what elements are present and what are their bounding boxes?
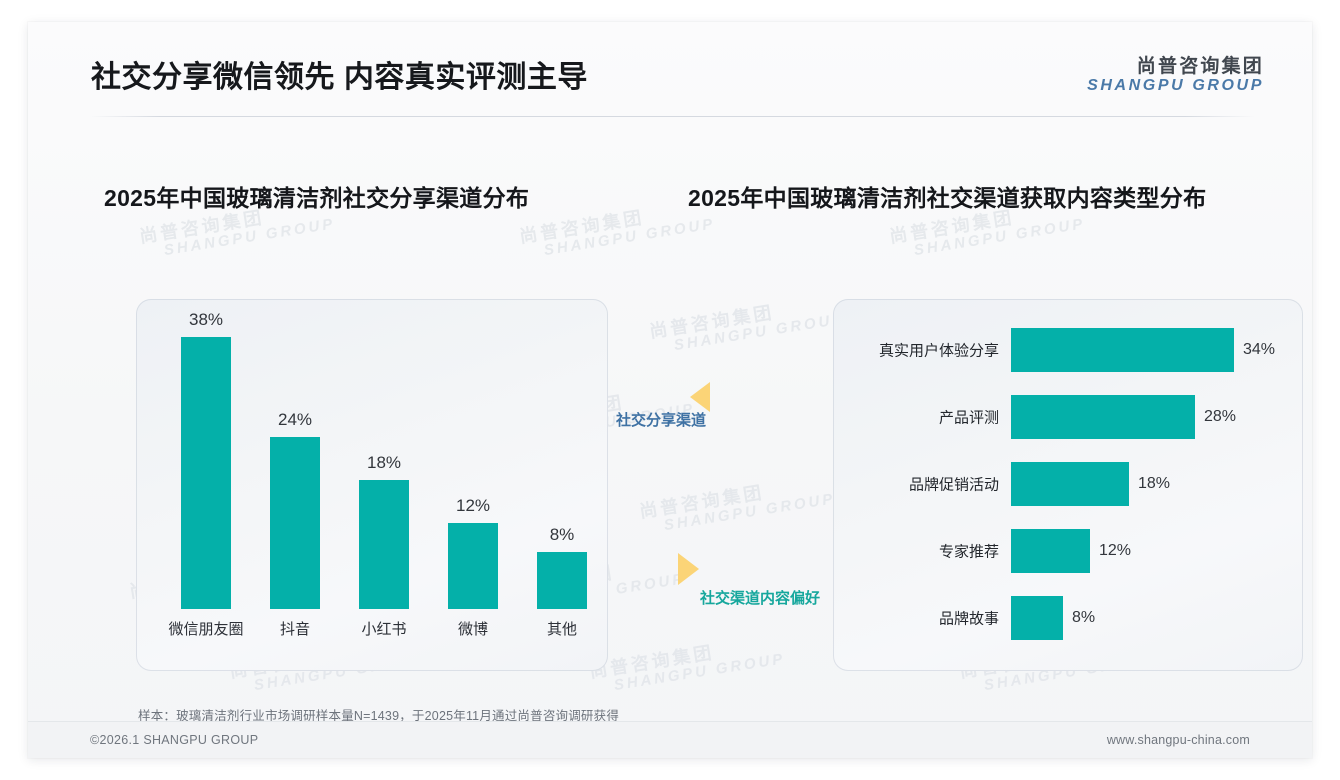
bar — [1011, 328, 1234, 372]
bar-category-label: 真实用户体验分享 — [878, 342, 999, 360]
bar-group: 12% 微博 — [448, 496, 498, 638]
bar-category-label: 产品评测 — [938, 409, 999, 427]
horizontal-bar-chart: 真实用户体验分享 34% 产品评测 28% 品牌促销活动 18% 专家推荐 12% 品牌故事 8% — [833, 299, 1303, 671]
bar-category-label: 品牌促销活动 — [908, 476, 999, 494]
right-chart-title: 2025年中国玻璃清洁剂社交渠道获取内容类型分布 — [688, 185, 1207, 211]
footer-bar: ©2026.1 SHANGPU GROUP www.shangpu-china.… — [28, 721, 1312, 758]
triangle-right-icon — [678, 553, 699, 585]
website-link[interactable]: www.shangpu-china.com — [1106, 733, 1250, 747]
slide-header: 社交分享微信领先 内容真实评测主导 尚普咨询集团 SHANGPU GROUP — [28, 22, 1312, 116]
sample-note: 样本：玻璃清洁剂行业市场调研样本量N=1439，于2025年11月通过尚普咨询调… — [138, 709, 620, 723]
bar-value-label: 12% — [1099, 542, 1132, 559]
bar-category-label: 专家推荐 — [938, 543, 999, 561]
bar-value-label: 34% — [1243, 341, 1276, 358]
bar — [181, 337, 231, 609]
bar-group: 38% 微信朋友圈 — [168, 310, 243, 638]
bar — [359, 480, 409, 609]
bar-value-label: 12% — [455, 496, 491, 515]
bar-value-label: 8% — [1072, 609, 1096, 626]
bar-value-label: 24% — [277, 410, 313, 429]
bar — [537, 552, 587, 609]
page-title: 社交分享微信领先 内容真实评测主导 — [91, 61, 588, 94]
bar-value-label: 8% — [549, 525, 575, 544]
header-divider — [90, 116, 1255, 117]
bar-category-label: 小红书 — [361, 621, 407, 638]
bar — [270, 437, 320, 609]
bar-value-label: 18% — [1138, 475, 1171, 492]
bar — [1011, 529, 1090, 573]
logo-cn-text: 尚普咨询集团 — [1136, 56, 1264, 77]
left-chart-card: 38% 微信朋友圈 24% 抖音 18% 小红书 12% 微博 8% 其他 — [136, 299, 608, 671]
bar — [1011, 596, 1063, 640]
bar-row: 产品评测 28% — [939, 395, 1236, 439]
annotation-bottom-label: 社交渠道内容偏好 — [700, 590, 821, 607]
bar-category-label: 微博 — [457, 621, 489, 638]
bar — [448, 523, 498, 609]
bar-group: 24% 抖音 — [270, 410, 320, 638]
bar-group: 8% 其他 — [537, 525, 587, 638]
bar-category-label: 微信朋友圈 — [168, 621, 244, 638]
bar-value-label: 38% — [188, 310, 224, 329]
bar-category-label: 抖音 — [279, 621, 311, 638]
bar-value-label: 28% — [1204, 408, 1237, 425]
logo-en-text: SHANGPU GROUP — [1087, 77, 1264, 95]
left-chart-title: 2025年中国玻璃清洁剂社交分享渠道分布 — [104, 185, 530, 211]
bar-category-label: 其他 — [546, 621, 578, 638]
triangle-left-icon — [690, 382, 710, 412]
bar — [1011, 462, 1129, 506]
bar-category-label: 品牌故事 — [938, 610, 999, 628]
right-chart-card: 真实用户体验分享 34% 产品评测 28% 品牌促销活动 18% 专家推荐 12% 品牌故事 8% — [833, 299, 1303, 671]
brand-logo: 尚普咨询集团 SHANGPU GROUP — [1087, 56, 1264, 95]
bar — [1011, 395, 1195, 439]
bar-row: 专家推荐 12% — [939, 529, 1131, 573]
bar-value-label: 18% — [366, 453, 402, 472]
bar-row: 真实用户体验分享 34% — [879, 328, 1275, 372]
slide-canvas: 社交分享微信领先 内容真实评测主导 尚普咨询集团 SHANGPU GROUP 2… — [28, 22, 1312, 758]
bar-group: 18% 小红书 — [359, 453, 409, 638]
annotation-top-label: 社交分享渠道 — [616, 412, 707, 429]
vertical-bar-chart: 38% 微信朋友圈 24% 抖音 18% 小红书 12% 微博 8% 其他 — [136, 299, 608, 671]
copyright-text: ©2026.1 SHANGPU GROUP — [90, 733, 259, 747]
bar-row: 品牌故事 8% — [939, 596, 1095, 640]
bar-row: 品牌促销活动 18% — [909, 462, 1170, 506]
